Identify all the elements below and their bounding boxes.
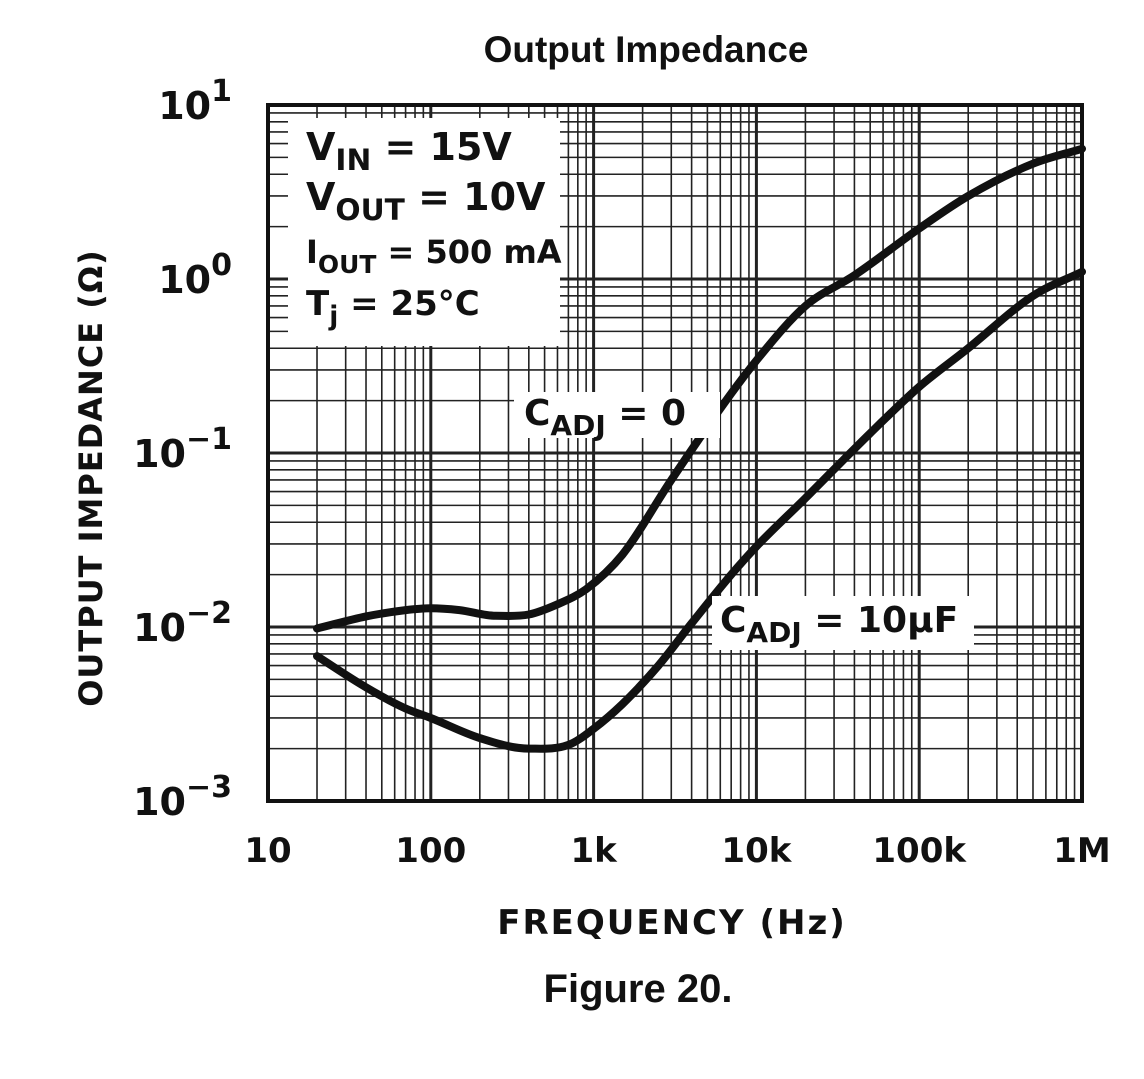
condition-3: Tj = 25°C [306,284,480,332]
y-axis-label: OUTPUT IMPEDANCE (Ω) [72,249,110,707]
chart-title: Output Impedance [484,29,809,70]
y-tick-label-4: 10−3 [133,770,232,824]
series-label-1: CADJ = 10μF [720,600,958,649]
x-tick-label-4: 100k [872,831,967,871]
x-tick-label-1: 100 [395,831,466,871]
series-label-background-0 [514,392,720,438]
series-layer [313,144,1086,753]
series-label-0: CADJ = 0 [524,393,686,442]
figure-caption: Figure 20. [544,967,733,1011]
series-line-0 [313,144,1086,633]
condition-2: IOUT = 500 mA [306,233,562,279]
series-label-background-1 [712,596,974,650]
y-tick-label-0: 101 [158,74,232,128]
y-tick-labels: 101 100 10−1 10−2 10−3 [133,74,232,824]
series-line-1 [313,267,1086,753]
x-axis-label: FREQUENCY (Hz) [497,903,847,943]
x-tick-label-0: 10 [244,831,291,871]
x-tick-label-2: 1k [570,831,618,871]
x-tick-labels: 10 100 1k 10k 100k 1M [244,831,1110,871]
conditions-background [288,118,560,346]
y-tick-label-1: 100 [158,248,232,302]
plot-frame [266,103,1084,803]
condition-1: VOUT = 10V [306,175,546,227]
x-tick-label-5: 1M [1053,831,1111,871]
series-labels: CADJ = 0 CADJ = 10μF [514,392,974,650]
y-tick-label-3: 10−2 [133,596,232,650]
x-tick-label-3: 10k [721,831,792,871]
y-tick-label-2: 10−1 [133,422,232,476]
condition-0: VIN = 15V [306,125,512,177]
